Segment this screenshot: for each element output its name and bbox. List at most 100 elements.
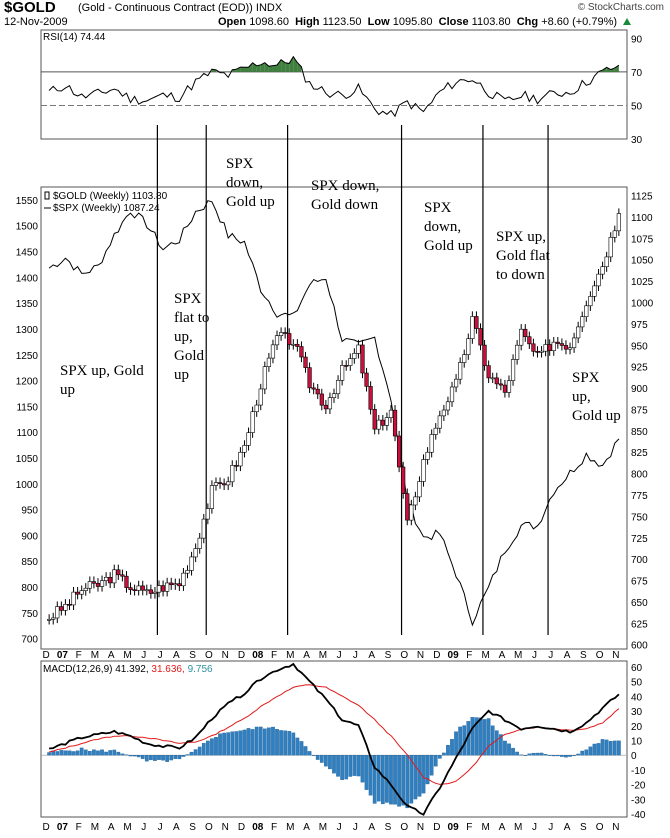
- annotation-line: Gold up: [424, 238, 473, 254]
- x-tick-label-bottom: M: [123, 822, 131, 833]
- rsi-overbought-area: [264, 62, 269, 72]
- x-tick-label-bottom: S: [580, 822, 587, 833]
- macd-histogram-bar: [494, 730, 499, 756]
- macd-histogram-bar: [71, 751, 76, 756]
- x-tick-label: J: [158, 650, 163, 661]
- x-tick-label: M: [286, 650, 294, 661]
- x-tick-label: M: [91, 650, 99, 661]
- x-tick-label: A: [368, 650, 375, 661]
- x-tick-label-bottom: A: [368, 822, 375, 833]
- macd-histogram-bar: [153, 755, 157, 761]
- macd-histogram-bar: [498, 734, 503, 756]
- gold-candle: [278, 332, 284, 336]
- gold-candle: [392, 409, 398, 437]
- macd-histogram-bar: [226, 732, 231, 756]
- x-tick-label-bottom: M: [286, 822, 294, 833]
- gold-candle: [120, 574, 125, 577]
- macd-histogram-bar: [604, 739, 609, 756]
- gold-candle: [335, 380, 341, 395]
- macd-tick-label: 30: [631, 707, 643, 718]
- gold-candle: [59, 606, 64, 611]
- annotation-line: SPX up,: [496, 229, 546, 245]
- annotation-line: SPX down,: [311, 178, 379, 194]
- macd-histogram-bar: [250, 729, 255, 756]
- annotation-line: Gold flat: [496, 248, 551, 264]
- macd-histogram-bar: [551, 755, 556, 757]
- spx-axis-tick: 850: [21, 557, 38, 568]
- macd-histogram-bar: [230, 731, 235, 756]
- macd-histogram-bar: [177, 755, 182, 760]
- x-tick-label: S: [580, 650, 587, 661]
- gold-candle: [470, 316, 475, 339]
- spx-axis-tick: 750: [21, 609, 38, 620]
- macd-histogram-bar: [482, 719, 487, 756]
- gold-candle: [55, 606, 60, 619]
- gold-candle: [213, 482, 219, 486]
- macd-histogram-bar: [149, 755, 153, 761]
- macd-tick-label: -30: [631, 795, 646, 806]
- macd-histogram-bar: [352, 755, 357, 776]
- gold-axis-tick: 900: [631, 384, 648, 395]
- macd-histogram-bar: [413, 755, 418, 800]
- macd-histogram-bar: [409, 755, 414, 804]
- gold-candle: [551, 341, 556, 351]
- x-tick-label-bottom: M: [514, 822, 522, 833]
- x-tick-label: O: [400, 650, 408, 661]
- gold-candle: [388, 409, 394, 418]
- macd-histogram-bar: [291, 732, 296, 756]
- rsi-overbought-area: [606, 67, 611, 72]
- macd-histogram-bar: [332, 755, 336, 774]
- macd-histogram-bar: [470, 717, 475, 756]
- gold-candle: [592, 285, 597, 297]
- gold-candle: [315, 388, 320, 395]
- macd-histogram-bar: [608, 741, 613, 756]
- macd-histogram-bar: [307, 751, 312, 756]
- gold-candle: [380, 419, 385, 426]
- macd-histogram-bar: [283, 730, 288, 756]
- gold-candle: [116, 569, 121, 576]
- gold-candle: [160, 585, 166, 592]
- low-label: Low: [367, 16, 390, 28]
- macd-histogram-bar: [140, 755, 145, 759]
- macd-histogram-bar: [592, 743, 597, 756]
- chg-value: +8.60 (+0.79%): [541, 16, 618, 28]
- x-tick-label-bottom: D: [43, 822, 50, 833]
- x-tick-label-bottom: J: [548, 822, 553, 833]
- gold-candle: [173, 583, 178, 586]
- macd-histogram-bar: [315, 755, 320, 760]
- gold-candle: [352, 353, 357, 359]
- gold-candle: [421, 459, 426, 482]
- gold-candle: [376, 419, 381, 430]
- gold-candle: [209, 485, 215, 509]
- x-tick-label-bottom: A: [108, 822, 115, 833]
- macd-histogram-bar: [588, 746, 593, 756]
- x-tick-label: M: [319, 650, 327, 661]
- gold-candle: [79, 590, 84, 595]
- annotation-line: Gold up: [572, 408, 621, 424]
- gold-candle: [246, 432, 251, 446]
- rsi-overbought-area: [297, 62, 302, 72]
- annotation-3: SPX down, Gold up: [226, 156, 275, 210]
- gold-axis-tick: 625: [631, 619, 648, 630]
- gold-candle: [445, 401, 451, 411]
- annotation-line: up,: [174, 329, 193, 345]
- x-tick-label-bottom: J: [532, 822, 537, 833]
- macd-histogram-bar: [185, 754, 190, 756]
- gold-axis-tick: 975: [631, 320, 648, 331]
- gold-candle: [254, 404, 259, 413]
- gold-candle: [466, 338, 471, 355]
- x-tick-label: D: [43, 650, 50, 661]
- close-label: Close: [438, 16, 469, 28]
- macd-histogram-bar: [79, 747, 84, 756]
- macd-histogram-bar: [421, 755, 426, 794]
- annotation-line: SPX: [174, 291, 202, 307]
- spx-axis-tick: 1300: [16, 325, 39, 336]
- macd-histogram-bar: [136, 755, 141, 758]
- gold-candle: [108, 577, 113, 584]
- macd-tick-label: -10: [631, 766, 646, 777]
- close-value: 1103.80: [471, 16, 511, 28]
- macd-histogram-bar: [458, 726, 463, 756]
- gold-candle: [327, 397, 333, 410]
- annotation-line: up: [174, 367, 189, 383]
- gold-candle: [291, 343, 296, 346]
